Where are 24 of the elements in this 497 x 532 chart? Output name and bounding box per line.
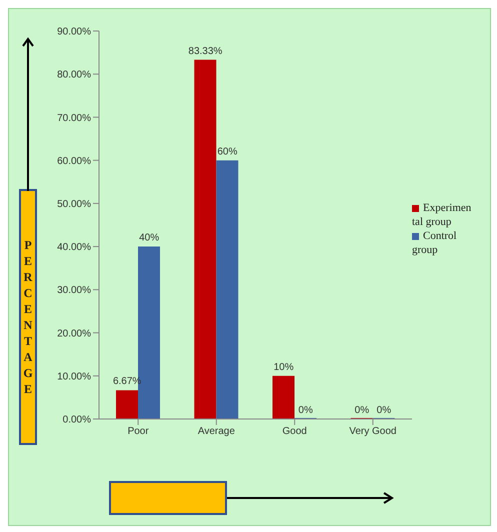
y-tick-label: 20.00%	[57, 328, 92, 340]
legend-label: Control group	[412, 230, 457, 256]
y-tick-label: 80.00%	[57, 70, 92, 81]
y-tick-label: 50.00%	[57, 198, 92, 210]
data-label: 0%	[354, 405, 370, 416]
x-tick-label: Good	[282, 426, 307, 438]
data-label: 0%	[298, 405, 313, 416]
y-tick-label: 70.00%	[57, 112, 92, 124]
y-tick-label: 90.00%	[57, 26, 92, 38]
x-tick-label: Very Good	[349, 426, 397, 438]
data-label: 10%	[274, 362, 294, 373]
data-label: 60%	[217, 146, 238, 158]
legend-label: Experimental group	[412, 202, 472, 228]
x-tick-label: Average	[198, 426, 236, 438]
y-tick-label: 10.00%	[57, 371, 92, 382]
data-label: 40%	[139, 232, 160, 244]
y-tick-label: 60.00%	[57, 156, 92, 167]
y-tick-label: 0.00%	[62, 414, 92, 426]
y-tick-label: 30.00%	[57, 285, 92, 296]
y-tick-label: 40.00%	[57, 242, 92, 254]
data-label: 0%	[376, 405, 392, 416]
data-label: 83.33%	[188, 46, 222, 57]
x-tick-label: Poor	[128, 426, 150, 438]
text: PERCENTAGE	[23, 238, 33, 396]
